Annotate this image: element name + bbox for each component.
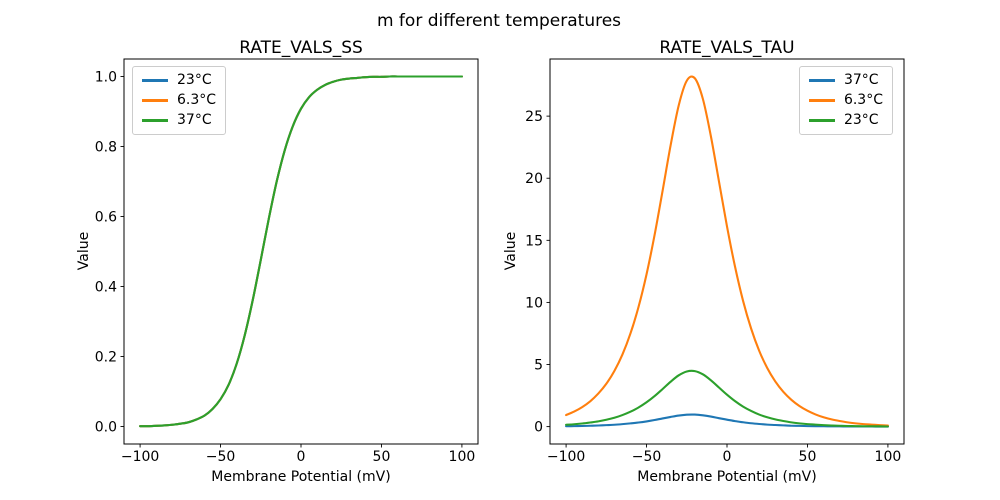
legend-item-label: 23°C	[177, 72, 212, 88]
legend-line-swatch	[808, 119, 835, 122]
x-tick-label-ss: −50	[206, 449, 236, 465]
legend-item-label: 23°C	[843, 112, 879, 128]
y-tick-label-tau: 10	[525, 295, 543, 311]
subplot-ss-xlabel: Membrane Potential (mV)	[211, 469, 391, 485]
y-tick-label-ss: 0.2	[95, 350, 117, 366]
axes-frame-tau	[549, 58, 905, 445]
y-tick-label-ss: 0.8	[95, 140, 117, 156]
subplot-ss-legend: 23°C 6.3°C 37°C	[132, 66, 227, 135]
legend-item-label: 6.3°C	[177, 92, 217, 108]
subplot-tau-legend: 37°C 6.3°C 23°C	[798, 66, 893, 135]
legend-line-swatch	[142, 119, 168, 122]
legend-item: 23°C	[808, 112, 883, 129]
legend-line-swatch	[808, 99, 835, 102]
y-tick-label-tau: 5	[534, 358, 543, 374]
legend-line-swatch	[142, 99, 168, 102]
subplot-ss-title: RATE_VALS_SS	[239, 38, 363, 58]
series-line-ss-37°C	[139, 75, 463, 428]
y-tick-label-ss: 0.4	[95, 280, 117, 296]
y-tick-label-tau: 0	[534, 420, 543, 436]
legend-item-label: 37°C	[177, 112, 212, 128]
y-tick-label-tau: 25	[525, 109, 543, 125]
y-tick-label-ss: 0.6	[95, 210, 117, 226]
legend-line-swatch	[808, 79, 835, 82]
x-tick-label-ss: 100	[449, 449, 476, 465]
y-tick-label-ss: 1.0	[95, 70, 117, 86]
series-line-tau-23°C	[565, 369, 889, 428]
legend-item: 6.3°C	[808, 92, 883, 109]
x-tick-label-ss: 50	[373, 449, 391, 465]
subplot-tau-title: RATE_VALS_TAU	[659, 38, 795, 58]
x-tick-label-ss: 0	[297, 449, 306, 465]
x-tick-label-tau: 100	[875, 449, 902, 465]
subplot-tau-xlabel: Membrane Potential (mV)	[637, 469, 817, 485]
legend-item: 37°C	[808, 72, 883, 89]
y-tick-label-tau: 15	[525, 233, 543, 249]
x-tick-label-tau: 0	[723, 449, 732, 465]
legend-item: 37°C	[142, 112, 216, 129]
legend-item: 23°C	[142, 72, 216, 89]
y-tick-label-ss: 0.0	[95, 420, 117, 436]
x-tick-label-tau: −50	[632, 449, 662, 465]
axes-frame-ss	[123, 58, 479, 445]
subplot-tau-ylabel: Value	[503, 231, 519, 271]
legend-item: 6.3°C	[142, 92, 216, 109]
legend-item-label: 37°C	[843, 72, 879, 88]
subplot-ss-ylabel: Value	[76, 231, 92, 271]
legend-line-swatch	[142, 79, 168, 82]
x-tick-label-tau: 50	[799, 449, 817, 465]
series-line-tau-6.3°C	[565, 75, 889, 427]
x-tick-label-tau: −100	[547, 449, 585, 465]
x-tick-label-ss: −100	[121, 449, 159, 465]
figure-suptitle: m for different temperatures	[376, 11, 622, 31]
legend-item-label: 6.3°C	[843, 92, 883, 108]
y-tick-label-tau: 20	[525, 171, 543, 187]
